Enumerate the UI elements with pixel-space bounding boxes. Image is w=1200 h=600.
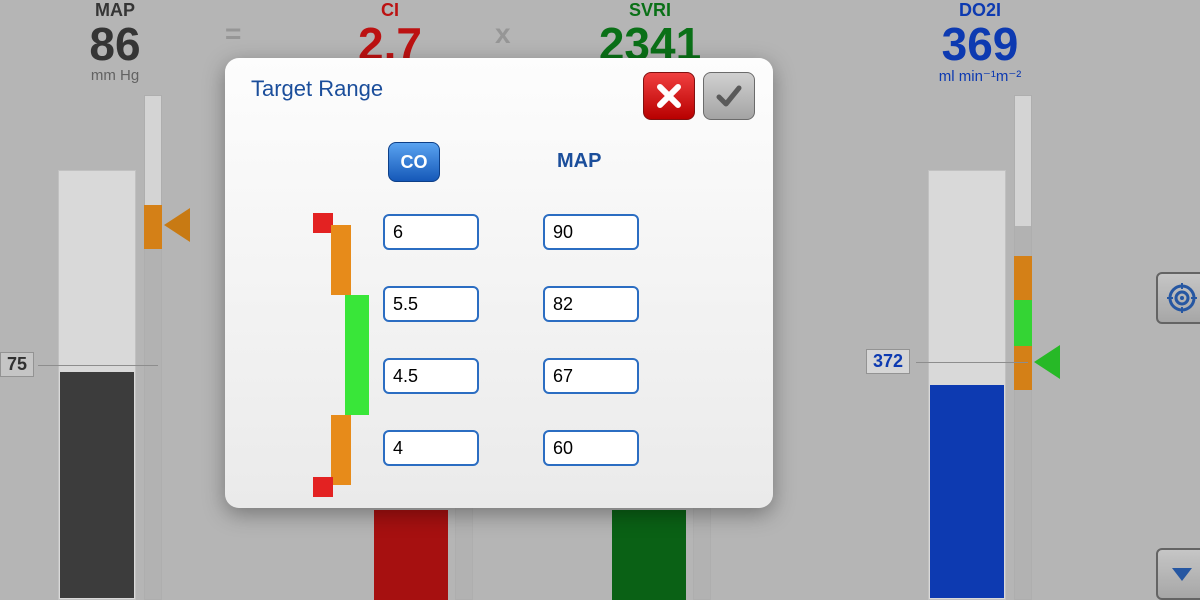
range-key-orange-top [331, 225, 351, 295]
dialog-close-button[interactable] [643, 72, 695, 120]
co-input-0[interactable] [383, 214, 479, 250]
column-header-map: MAP [557, 150, 601, 173]
range-key-red-top [313, 213, 333, 233]
range-key-red-bottom [313, 477, 333, 497]
dialog-confirm-button[interactable] [703, 72, 755, 120]
range-key [313, 213, 369, 503]
check-icon [714, 81, 744, 111]
map-input-1[interactable] [543, 286, 639, 322]
column-header-co[interactable]: CO [388, 142, 440, 182]
target-range-dialog: Target Range CO MAP [225, 58, 773, 508]
map-input-2[interactable] [543, 358, 639, 394]
map-input-0[interactable] [543, 214, 639, 250]
co-input-2[interactable] [383, 358, 479, 394]
co-input-3[interactable] [383, 430, 479, 466]
close-icon [655, 82, 683, 110]
co-input-1[interactable] [383, 286, 479, 322]
map-input-3[interactable] [543, 430, 639, 466]
range-key-green [345, 295, 369, 415]
range-key-orange-bottom [331, 415, 351, 485]
